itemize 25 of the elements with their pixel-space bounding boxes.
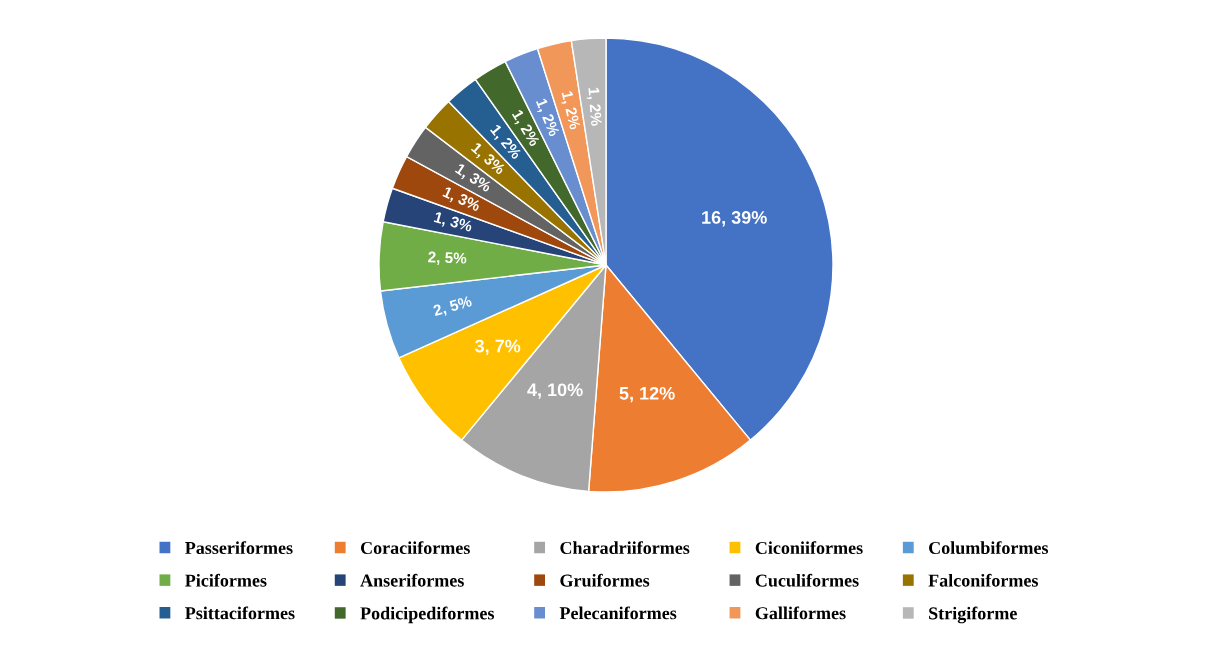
- legend-label: Columbiformes: [929, 541, 1049, 555]
- data-label: 3, 7%: [475, 339, 521, 356]
- legend-label: Charadriiformes: [560, 541, 690, 555]
- legend-label: Strigiforme: [929, 606, 1017, 624]
- data-label: 16, 39%: [702, 211, 767, 227]
- legend-label: Cuculiformes: [755, 573, 859, 587]
- legend-label: Passeriformes: [185, 541, 293, 555]
- legend-label: Anseriformes: [360, 573, 464, 587]
- legend-label: Gruiformes: [560, 573, 650, 587]
- legend-label: Ciconiiformes: [755, 541, 863, 555]
- data-label: 1, 3%: [441, 186, 482, 214]
- data-label: 2, 5%: [427, 251, 467, 266]
- legend-label: Falconiformes: [928, 573, 1039, 587]
- data-label: 5, 12%: [619, 386, 675, 403]
- data-label: 1, 2%: [586, 87, 602, 127]
- legend-label: Psittaciformes: [185, 606, 295, 620]
- legend-label: Pelecaniformes: [559, 606, 677, 620]
- legend-label: Coraciiformes: [360, 541, 470, 555]
- data-label: 4, 10%: [527, 383, 583, 399]
- legend-label: Galliformes: [755, 606, 846, 620]
- data-label: 1, 3%: [433, 211, 474, 235]
- data-label: 2, 5%: [432, 295, 473, 319]
- legend-label: Piciformes: [185, 573, 267, 587]
- data-label: 1, 2%: [559, 90, 581, 131]
- legend-label: Podicipediformes: [360, 606, 495, 624]
